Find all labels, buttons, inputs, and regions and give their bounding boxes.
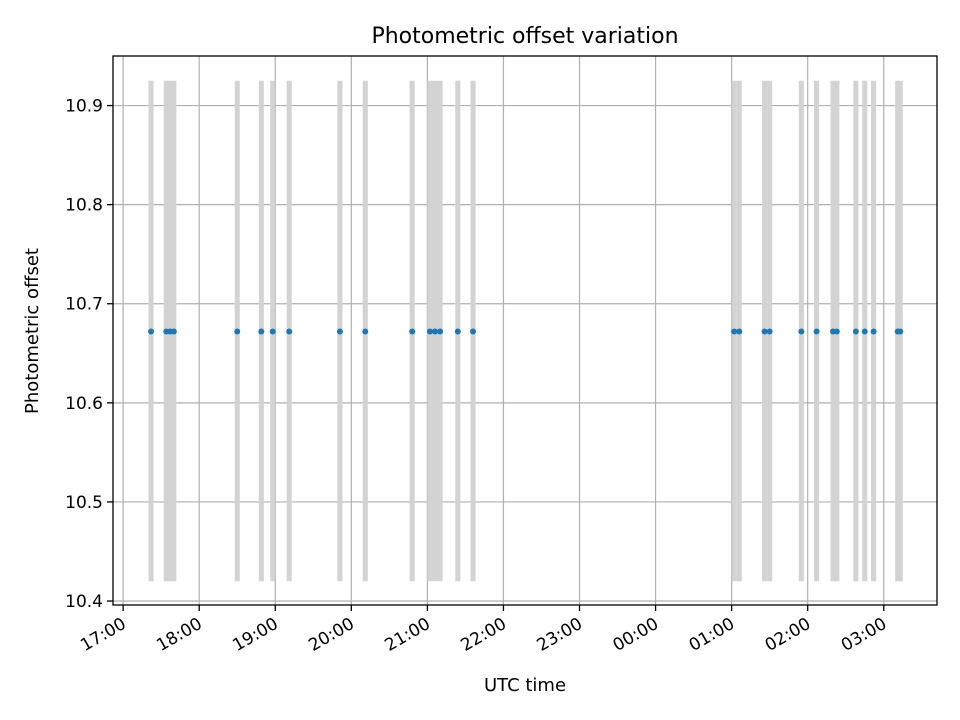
x-axis-label: UTC time <box>484 675 566 696</box>
data-point <box>470 328 477 335</box>
data-point <box>437 328 444 335</box>
data-point <box>870 328 877 335</box>
data-point <box>336 328 343 335</box>
data-point <box>454 328 461 335</box>
x-tick-label: 02:00 <box>762 614 814 656</box>
data-points <box>148 328 904 335</box>
chart-title: Photometric offset variation <box>371 24 678 49</box>
x-tick-label: 03:00 <box>838 614 890 656</box>
data-point <box>852 328 859 335</box>
plot-frame <box>112 55 938 606</box>
data-point <box>286 328 293 335</box>
data-point <box>861 328 868 335</box>
data-point <box>409 328 416 335</box>
x-tick-label: 20:00 <box>305 614 357 656</box>
y-tick-label: 10.6 <box>65 394 103 414</box>
data-point <box>813 328 820 335</box>
data-point <box>766 328 773 335</box>
x-tick-label: 18:00 <box>153 614 205 656</box>
y-tick-label: 10.7 <box>65 295 103 315</box>
y-tick-label: 10.8 <box>65 196 103 216</box>
data-point <box>258 328 265 335</box>
data-point <box>798 328 805 335</box>
data-point <box>148 328 155 335</box>
data-point <box>426 328 433 335</box>
data-point <box>736 328 743 335</box>
x-tick-label: 17:00 <box>77 614 129 656</box>
data-point <box>269 328 276 335</box>
x-tick-label: 23:00 <box>534 614 586 656</box>
data-point <box>731 328 738 335</box>
y-tick-label: 10.5 <box>65 493 103 513</box>
data-point <box>362 328 369 335</box>
y-tick-label: 10.9 <box>65 97 103 117</box>
x-tick-label: 01:00 <box>686 614 738 656</box>
data-point <box>897 328 904 335</box>
x-tick-label: 21:00 <box>381 614 433 656</box>
data-point <box>170 328 177 335</box>
x-tick-label: 19:00 <box>229 614 281 656</box>
x-tick-label: 22:00 <box>458 614 510 656</box>
y-axis-label: Photometric offset <box>22 248 43 414</box>
data-point <box>431 328 438 335</box>
x-tick-label: 00:00 <box>610 614 662 656</box>
data-point <box>234 328 241 335</box>
y-tick-label: 10.4 <box>65 592 103 612</box>
data-point <box>761 328 768 335</box>
data-point <box>833 328 840 335</box>
